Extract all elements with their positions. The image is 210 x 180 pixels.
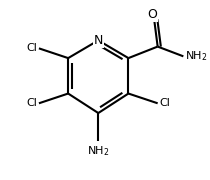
- Text: NH$_2$: NH$_2$: [87, 144, 110, 158]
- Text: Cl: Cl: [159, 98, 170, 108]
- Text: O: O: [147, 8, 157, 21]
- Text: Cl: Cl: [26, 98, 37, 108]
- Text: N: N: [94, 34, 103, 47]
- Text: NH$_2$: NH$_2$: [185, 50, 208, 63]
- Text: Cl: Cl: [26, 43, 37, 53]
